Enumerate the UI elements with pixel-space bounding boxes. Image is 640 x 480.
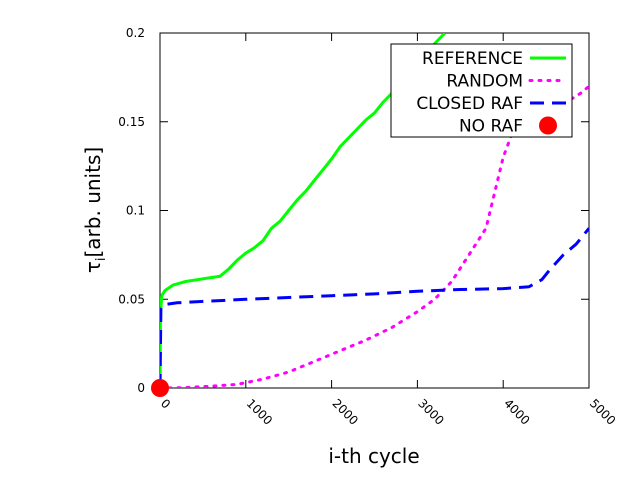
legend-label-random: RANDOM [446, 72, 523, 92]
x-tick-label: 4000 [501, 396, 532, 427]
y-tick-label: 0.1 [126, 204, 145, 218]
y-axis-title-units: [arb. units] [81, 147, 105, 258]
y-axis-title: τi[arb. units] [81, 147, 109, 273]
y-tick-label: 0.2 [126, 26, 145, 40]
series-no-raf-point [151, 379, 169, 397]
x-tick-label: 5000 [587, 396, 618, 427]
x-tick-label: 1000 [244, 396, 275, 427]
svg-text:τi[arb. units]: τi[arb. units] [81, 147, 109, 273]
x-tick-label: 0 [158, 396, 173, 411]
series-closed-raf-line [160, 227, 589, 388]
y-axis-title-symbol: τ [81, 261, 105, 273]
y-tick-label: 0 [137, 381, 145, 395]
legend-swatch-no-raf [539, 116, 557, 135]
x-tick-label: 3000 [415, 396, 446, 427]
y-tick-label: 0.05 [118, 292, 145, 306]
legend-label-closed-raf: CLOSED RAF [416, 94, 523, 114]
legend-label-reference: REFERENCE [422, 49, 523, 69]
y-tick-label: 0.15 [118, 115, 145, 129]
legend-label-no-raf: NO RAF [459, 117, 523, 137]
y-axis-title-subscript: i [94, 258, 109, 262]
x-tick-label: 2000 [329, 396, 360, 427]
x-axis-title: i-th cycle [328, 444, 419, 468]
